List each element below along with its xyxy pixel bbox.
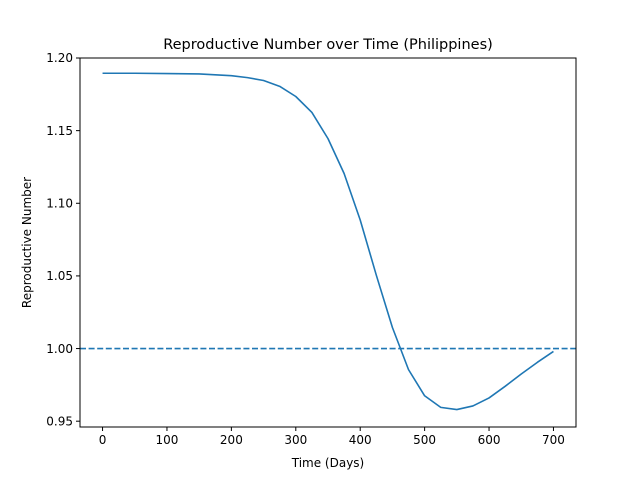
- y-tick-label: 1.00: [46, 342, 73, 356]
- x-axis-label: Time (Days): [291, 456, 365, 470]
- series-layer: [80, 72, 576, 411]
- reproductive-number-line: [102, 72, 554, 411]
- y-tick-label: 0.95: [46, 414, 73, 428]
- y-tick-label: 1.10: [46, 196, 73, 210]
- y-axis-label: Reproductive Number: [20, 177, 34, 308]
- chart-title: Reproductive Number over Time (Philippin…: [163, 37, 493, 53]
- x-tick-label: 100: [156, 433, 179, 447]
- x-tick-label: 700: [542, 433, 565, 447]
- y-tick-label: 1.20: [46, 51, 73, 65]
- x-tick-label: 600: [478, 433, 501, 447]
- y-tick-label: 1.05: [46, 269, 73, 283]
- x-tick-label: 400: [349, 433, 372, 447]
- x-tick-label: 0: [99, 433, 107, 447]
- x-tick-label: 200: [220, 433, 243, 447]
- x-tick-label: 300: [284, 433, 307, 447]
- plot-frame: [79, 57, 577, 428]
- y-tick-label: 1.15: [46, 124, 73, 138]
- x-tick-label: 500: [413, 433, 436, 447]
- ticks-layer: 0 100 200 300 400 500 600 700 0.95 1.00 1.05 1.10 1.…: [46, 51, 565, 447]
